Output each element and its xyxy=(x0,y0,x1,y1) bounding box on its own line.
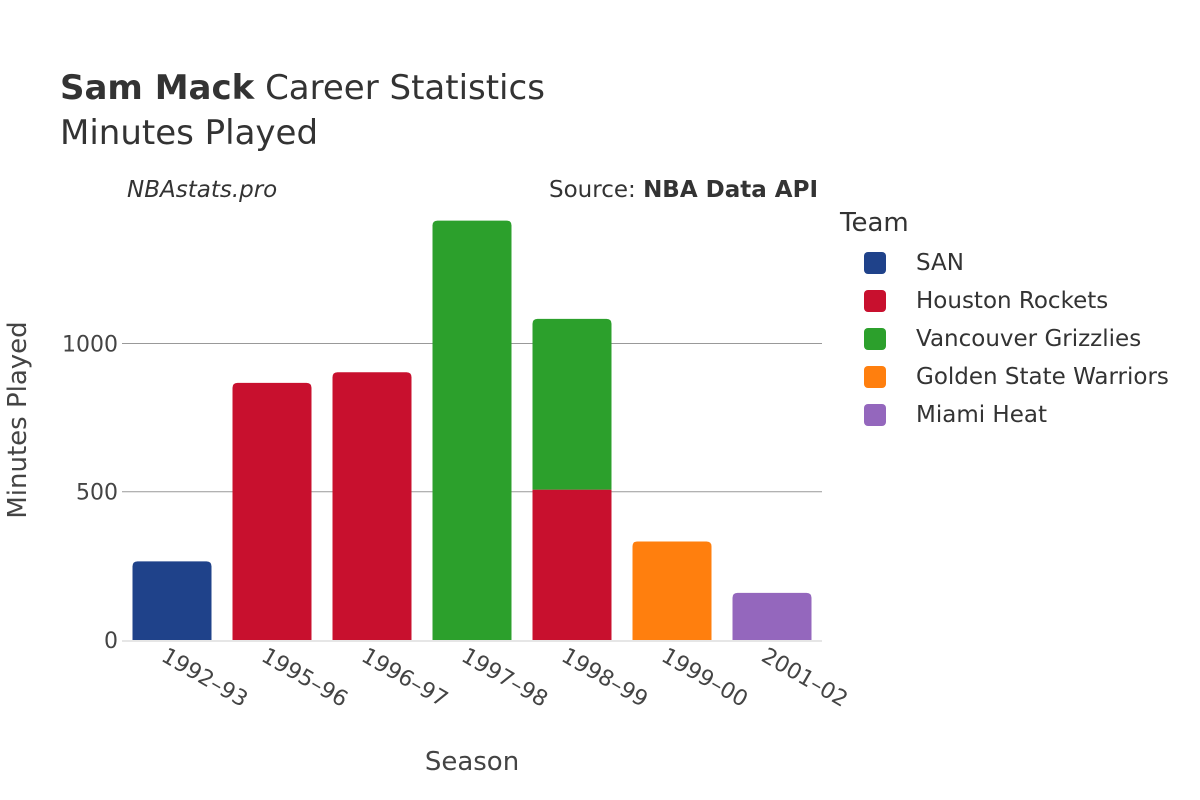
legend-label: Vancouver Grizzlies xyxy=(916,326,1142,352)
x-axis-label: Season xyxy=(425,747,519,777)
legend-item[interactable]: Miami Heat xyxy=(840,396,1169,434)
legend-swatch xyxy=(864,404,886,426)
x-tick-label: 1995–96 xyxy=(257,644,352,713)
player-name: Sam Mack xyxy=(60,68,255,108)
y-tick-label: 0 xyxy=(104,629,118,654)
legend-item[interactable]: SAN xyxy=(840,244,1169,282)
legend-label: SAN xyxy=(916,250,964,276)
y-tick-label: 1000 xyxy=(62,332,118,357)
x-tick-label: 1996–97 xyxy=(357,644,452,713)
bar-segment xyxy=(132,561,212,640)
x-tick-label: 1999–00 xyxy=(657,644,752,713)
y-axis-label: Minutes Played xyxy=(3,321,33,518)
legend-item[interactable]: Vancouver Grizzlies xyxy=(840,320,1169,358)
y-tick-label: 500 xyxy=(76,481,118,506)
chart-subtitle: Minutes Played xyxy=(60,113,319,153)
title-rest: Career Statistics xyxy=(265,68,545,108)
legend-title: Team xyxy=(840,208,909,238)
bar-segment xyxy=(232,382,312,640)
source-credit: Source: NBA Data API xyxy=(549,177,818,203)
x-tick-label: 1992–93 xyxy=(157,644,252,713)
legend-swatch xyxy=(864,328,886,350)
legend: Team SAN Houston Rockets Vancouver Grizzli… xyxy=(840,208,1169,434)
legend-label: Houston Rockets xyxy=(916,288,1109,314)
bar-segment xyxy=(732,592,812,640)
chart-title: Sam Mack Career Statistics xyxy=(60,66,545,110)
source-name: NBA Data API xyxy=(643,177,818,203)
legend-swatch xyxy=(864,290,886,312)
x-tick-label: 2001–02 xyxy=(757,644,852,713)
legend-swatch xyxy=(864,366,886,388)
bar-segment xyxy=(332,372,412,640)
bar-segment xyxy=(532,318,612,490)
x-tick-label: 1997–98 xyxy=(457,644,552,713)
source-prefix: Source: xyxy=(549,177,644,203)
bar-segment xyxy=(632,541,712,640)
legend-label: Golden State Warriors xyxy=(916,364,1169,390)
bar-segment xyxy=(532,489,612,640)
x-tick-label: 1998–99 xyxy=(557,644,652,713)
legend-label: Miami Heat xyxy=(916,402,1047,428)
legend-item[interactable]: Houston Rockets xyxy=(840,282,1169,320)
site-credit: NBAstats.pro xyxy=(127,177,278,203)
legend-item[interactable]: Golden State Warriors xyxy=(840,358,1169,396)
legend-swatch xyxy=(864,252,886,274)
bar-segment xyxy=(432,220,512,641)
